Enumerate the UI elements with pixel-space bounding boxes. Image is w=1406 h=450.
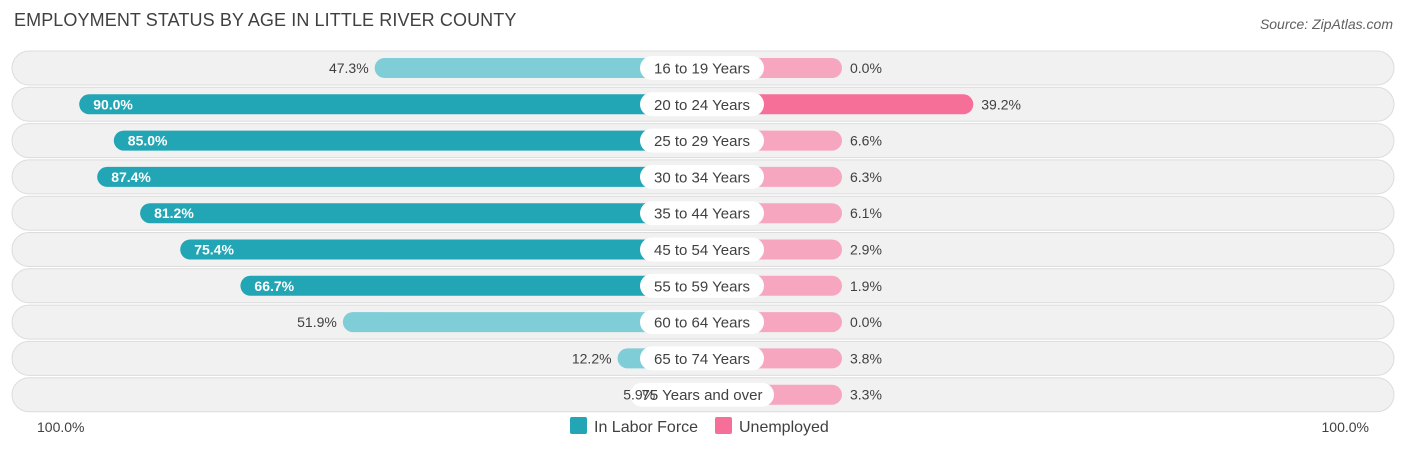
bar-labor-force — [374, 58, 722, 78]
row: 25 to 29 Years 85.0% 6.6% — [11, 123, 1395, 159]
axis-left-label: 100.0% — [37, 419, 84, 435]
value-label-unemployed: 6.6% — [850, 133, 882, 149]
value-label-labor-force: 87.4% — [111, 169, 151, 185]
category-label: 65 to 74 Years — [654, 351, 750, 368]
category-label: 60 to 64 Years — [654, 315, 750, 332]
category-pill — [640, 310, 764, 335]
row: 35 to 44 Years 81.2% 6.1% — [11, 195, 1395, 231]
legend-swatch-labor-force — [570, 417, 587, 434]
category-label: 30 to 34 Years — [654, 169, 750, 186]
category-pill — [630, 382, 774, 407]
value-label-unemployed: 3.8% — [850, 350, 882, 366]
category-label: 55 to 59 Years — [654, 278, 750, 295]
category-pill — [640, 201, 764, 226]
category-label: 35 to 44 Years — [654, 206, 750, 223]
row: 20 to 24 Years 90.0% 39.2% — [11, 86, 1395, 122]
value-label-unemployed: 6.1% — [850, 205, 882, 221]
row: 60 to 64 Years 51.9% 0.0% — [11, 304, 1395, 340]
rows-layer: 16 to 19 Years 47.3% 0.0% 20 to 24 Years 90.… — [11, 50, 1395, 413]
value-label-labor-force: 81.2% — [154, 205, 194, 221]
value-label-labor-force: 5.9% — [623, 387, 655, 403]
bar-labor-force — [342, 312, 722, 333]
value-label-labor-force: 75.4% — [194, 242, 234, 258]
value-label-unemployed: 0.0% — [850, 60, 882, 76]
category-pill — [640, 164, 764, 189]
row: 16 to 19 Years 47.3% 0.0% — [11, 50, 1395, 86]
row: 55 to 59 Years 66.7% 1.9% — [11, 268, 1395, 304]
bar-labor-force — [113, 130, 723, 151]
category-label: 75 Years and over — [642, 387, 763, 404]
value-label-labor-force: 47.3% — [329, 60, 369, 76]
value-label-unemployed: 0.0% — [850, 314, 882, 330]
bar-labor-force — [240, 275, 722, 296]
value-label-labor-force: 85.0% — [128, 133, 168, 149]
axis-layer: 100.0% 100.0% — [37, 419, 1369, 435]
bar-labor-force — [140, 203, 722, 224]
value-label-unemployed: 6.3% — [850, 169, 882, 185]
axis-right-label: 100.0% — [1322, 419, 1369, 435]
value-label-unemployed: 2.9% — [850, 242, 882, 258]
category-pill — [640, 273, 764, 298]
value-label-unemployed: 1.9% — [850, 278, 882, 294]
value-label-labor-force: 66.7% — [254, 278, 294, 294]
value-label-labor-force: 90.0% — [93, 96, 133, 112]
value-label-labor-force: 12.2% — [572, 350, 612, 366]
legend: In Labor Force Unemployed — [570, 417, 829, 436]
chart-title: EMPLOYMENT STATUS BY AGE IN LITTLE RIVER… — [14, 10, 517, 30]
row: 30 to 34 Years 87.4% 6.3% — [11, 159, 1395, 195]
category-label: 25 to 29 Years — [654, 133, 750, 150]
category-label: 20 to 24 Years — [654, 97, 750, 114]
value-label-unemployed: 3.3% — [850, 387, 882, 403]
source-note: Source: ZipAtlas.com — [1259, 16, 1393, 32]
row: 45 to 54 Years 75.4% 2.9% — [11, 232, 1395, 267]
category-pill — [640, 92, 764, 117]
category-pill — [640, 346, 764, 371]
category-label: 16 to 19 Years — [654, 61, 750, 78]
legend-swatch-unemployed — [715, 417, 732, 434]
legend-label-unemployed: Unemployed — [739, 419, 829, 436]
legend-label-labor-force: In Labor Force — [594, 419, 698, 436]
category-pill — [640, 237, 764, 262]
value-label-unemployed: 39.2% — [981, 96, 1021, 112]
bar-labor-force — [97, 166, 722, 187]
value-label-labor-force: 51.9% — [297, 314, 337, 330]
category-pill — [640, 56, 764, 80]
category-pill — [640, 128, 764, 153]
category-label: 45 to 54 Years — [654, 242, 750, 259]
bar-labor-force — [79, 94, 722, 115]
row: 65 to 74 Years 12.2% 3.8% — [11, 340, 1395, 376]
bar-labor-force — [180, 239, 722, 260]
